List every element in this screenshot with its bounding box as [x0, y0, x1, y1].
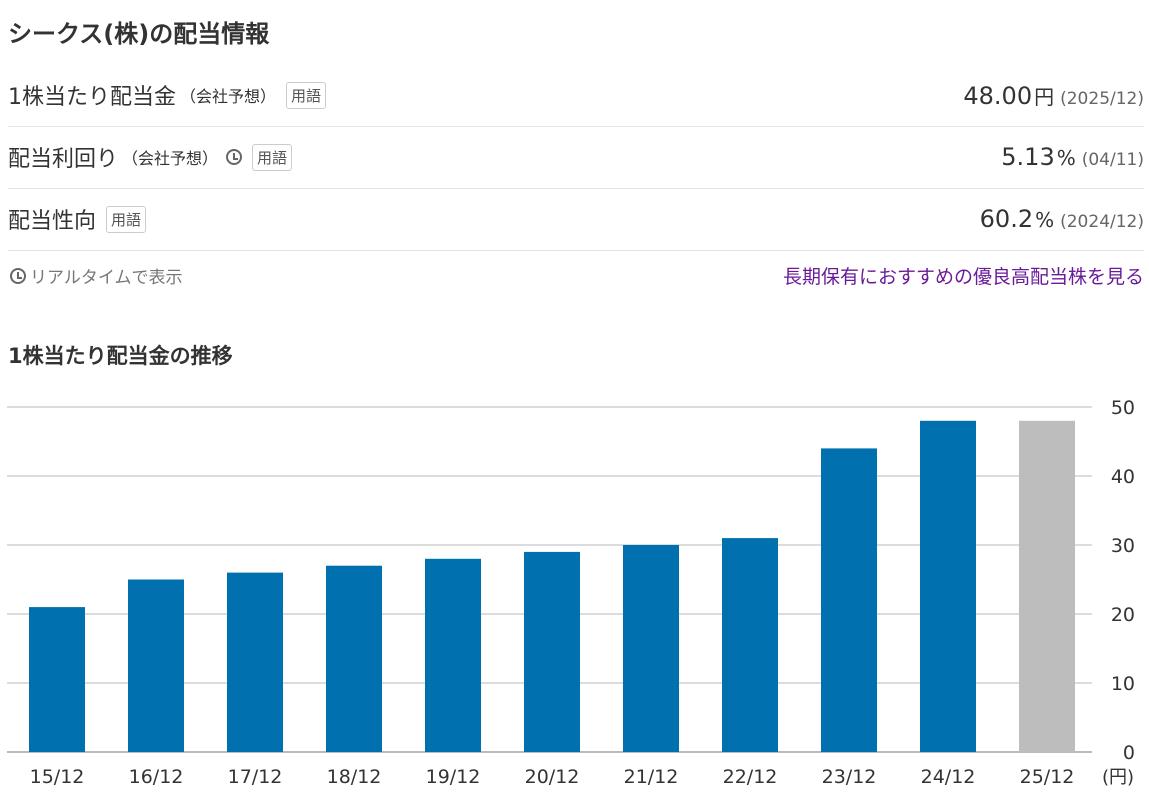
row-sublabel: （会社予想） — [122, 149, 219, 168]
x-tick-label: 18/12 — [327, 766, 382, 788]
x-tick-label: 25/12 — [1020, 766, 1075, 788]
y-tick-label: 20 — [1111, 604, 1135, 626]
bar — [524, 551, 580, 752]
glossary-button[interactable]: 用語 — [106, 205, 147, 233]
clock-icon[interactable] — [10, 267, 26, 284]
bar — [29, 607, 85, 752]
x-tick-label: 23/12 — [822, 766, 877, 788]
chart-title: 1株当たり配当金の推移 — [8, 344, 233, 368]
footer-row: リアルタイムで表示 長期保有におすすめの優良高配当株を見る — [8, 262, 1144, 289]
y-tick-label: 50 — [1111, 397, 1135, 419]
y-tick-label: 0 — [1123, 742, 1135, 764]
row-label: 1株当たり配当金 — [8, 85, 176, 110]
row-value: 48.00 — [963, 81, 1033, 110]
row-unit: % — [1035, 208, 1055, 232]
bar — [425, 558, 481, 752]
bar — [821, 448, 877, 752]
row-label: 配当性向 — [8, 209, 97, 234]
glossary-button[interactable]: 用語 — [252, 143, 293, 171]
bar — [722, 538, 778, 752]
row-unit: 円 — [1034, 84, 1055, 109]
x-tick-label: 24/12 — [921, 766, 976, 788]
row-unit: % — [1056, 146, 1076, 170]
row-date: (2025/12) — [1060, 88, 1144, 109]
bar — [128, 579, 184, 752]
x-tick-label: 17/12 — [228, 766, 283, 788]
page-title: シークス(株)の配当情報 — [8, 20, 270, 48]
glossary-button[interactable]: 用語 — [286, 81, 327, 109]
y-tick-label: 30 — [1111, 535, 1135, 557]
row-sublabel: （会社予想） — [180, 87, 277, 106]
y-axis-unit: (円) — [1102, 767, 1134, 788]
bar — [227, 572, 283, 752]
high-dividend-link[interactable]: 長期保有におすすめの優良高配当株を見る — [782, 266, 1144, 288]
dividend-row: 配当利回り （会社予想） 用語 5.13% (04/11) — [8, 126, 1144, 189]
dividend-row: 1株当たり配当金 （会社予想） 用語 48.00 円 (2025/12) — [8, 64, 1144, 127]
bar — [920, 420, 976, 752]
bar — [623, 545, 679, 752]
row-date: (04/11) — [1081, 150, 1144, 170]
y-tick-label: 40 — [1111, 466, 1135, 488]
row-value: 5.13 — [1001, 143, 1055, 171]
x-tick-label: 16/12 — [129, 766, 184, 788]
dividend-row: 配当性向 用語 60.2% (2024/12) — [8, 188, 1144, 251]
y-tick-label: 10 — [1111, 673, 1135, 695]
x-tick-label: 19/12 — [426, 766, 481, 788]
dividend-chart: 0 10 20 30 40 50 15/12 16/12 17/12 18/12 19/12 20/1… — [7, 397, 1135, 788]
row-date: (2024/12) — [1060, 212, 1144, 232]
x-tick-label: 15/12 — [30, 766, 85, 788]
x-tick-label: 20/12 — [525, 766, 580, 788]
row-label: 配当利回り — [8, 147, 119, 172]
bar — [1019, 420, 1075, 752]
bar — [326, 565, 382, 752]
x-tick-label: 21/12 — [624, 766, 679, 788]
x-tick-label: 22/12 — [723, 766, 778, 788]
realtime-toggle[interactable]: リアルタイムで表示 — [30, 268, 183, 288]
clock-icon[interactable] — [226, 149, 243, 165]
row-value: 60.2 — [979, 205, 1034, 233]
